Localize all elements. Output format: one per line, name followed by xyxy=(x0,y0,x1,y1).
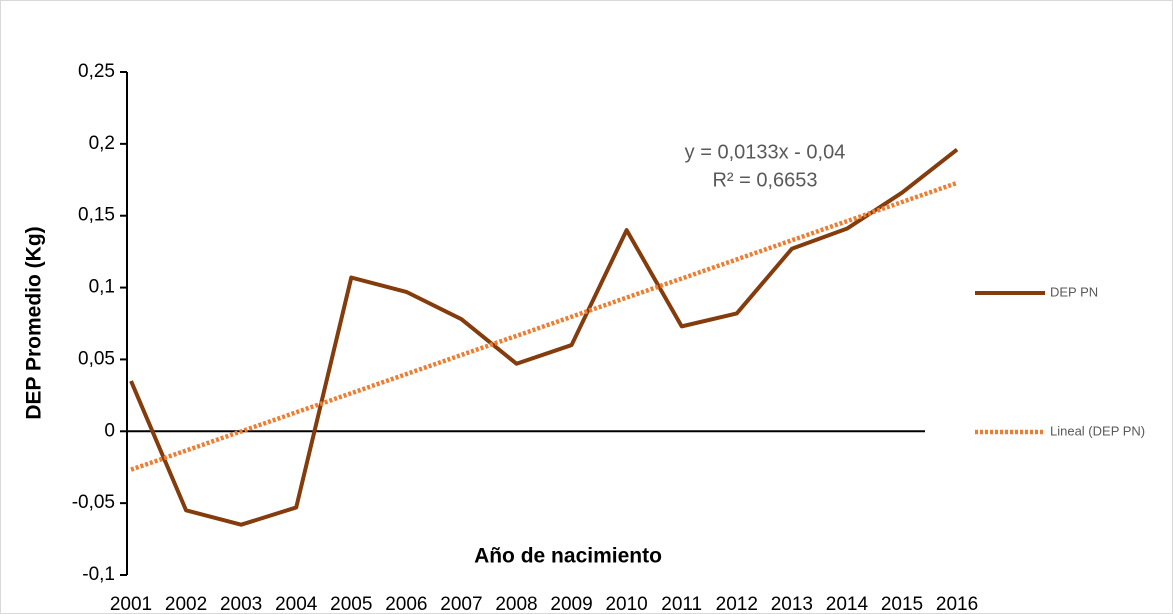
x-tick-label: 2005 xyxy=(330,594,372,614)
x-tick-label: 2007 xyxy=(440,594,482,614)
y-tick-label: 0,2 xyxy=(89,133,115,154)
x-axis-title: Año de nacimiento xyxy=(474,545,662,568)
trend-equation: y = 0,0133x - 0,04 xyxy=(685,141,846,163)
y-tick-label: 0,1 xyxy=(89,277,115,298)
data-line xyxy=(129,148,959,527)
y-tick-label: 0,05 xyxy=(78,348,115,369)
x-tick-label: 2012 xyxy=(716,594,758,614)
x-tick-label: 2002 xyxy=(165,594,207,614)
y-tick-label: -0,05 xyxy=(72,492,115,513)
x-tick-label: 2014 xyxy=(826,594,869,614)
trend-r-squared: R² = 0,6653 xyxy=(712,169,817,191)
y-tick-label: 0,25 xyxy=(78,61,115,82)
x-tick-label: 2009 xyxy=(550,594,592,614)
x-tick-label: 2008 xyxy=(495,594,537,614)
x-tick-label: 2004 xyxy=(275,594,318,614)
x-tick-label: 2001 xyxy=(110,594,152,614)
x-tick-label: 2013 xyxy=(771,594,813,614)
legend-label: DEP PN xyxy=(1050,284,1098,299)
x-tick-label: 2003 xyxy=(220,594,262,614)
x-tick-label: 2010 xyxy=(605,594,647,614)
y-tick-label: 0 xyxy=(104,420,115,441)
trendline xyxy=(130,180,958,472)
x-tick-label: 2016 xyxy=(936,594,978,614)
legend-label: Lineal (DEP PN) xyxy=(1050,423,1145,438)
y-tick-label: -0,1 xyxy=(82,564,115,585)
x-tick-label: 2015 xyxy=(881,594,923,614)
y-tick-label: 0,15 xyxy=(78,205,115,226)
y-axis-title: DEP Promedio (Kg) xyxy=(23,226,46,419)
x-tick-label: 2011 xyxy=(661,594,702,614)
x-tick-label: 2006 xyxy=(385,594,427,614)
